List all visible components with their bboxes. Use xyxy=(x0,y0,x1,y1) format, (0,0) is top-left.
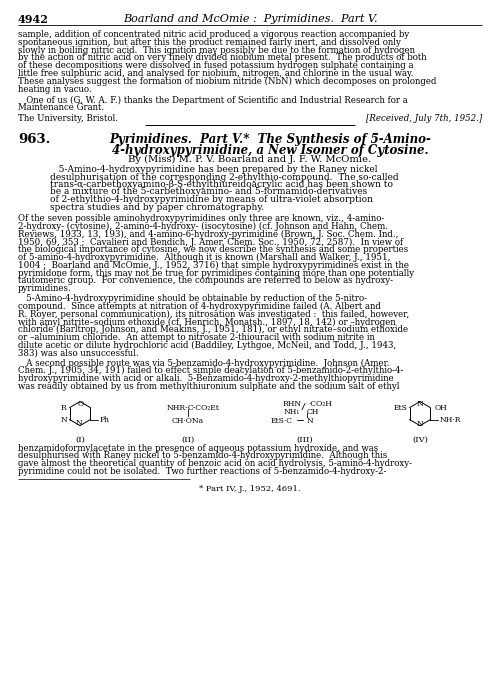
Text: hydroxypyrimidine with acid or alkali.  5-Benzamido-4-hydroxy-2-methylthiopyrimi: hydroxypyrimidine with acid or alkali. 5… xyxy=(18,374,394,383)
Text: R: R xyxy=(61,403,66,411)
Text: N: N xyxy=(416,400,424,407)
Text: benzamidoformylacetate in the presence of aqueous potassium hydroxide, and was: benzamidoformylacetate in the presence o… xyxy=(18,443,378,453)
Text: gave almost the theoretical quantity of benzoic acid on acid hydrolysis, 5-amino: gave almost the theoretical quantity of … xyxy=(18,459,412,469)
Text: (IV): (IV) xyxy=(412,436,428,443)
Text: by the action of nitric acid on very finely divided niobium metal present.  The : by the action of nitric acid on very fin… xyxy=(18,54,426,62)
Text: The University, Bristol.: The University, Bristol. xyxy=(18,114,118,123)
Text: By (Miss) M. P. V. Boarland and J. F. W. McOmie.: By (Miss) M. P. V. Boarland and J. F. W.… xyxy=(128,155,372,164)
Text: with amyl nitrite–sodium ethoxide (cf. Henrich, Monatsh., 1897, 18, 142) or –hyd: with amyl nitrite–sodium ethoxide (cf. H… xyxy=(18,317,396,327)
Text: chloride (Barltrop, Johnson, and Meakins, J., 1951, 181), or ethyl nitrate–sodiu: chloride (Barltrop, Johnson, and Meakins… xyxy=(18,325,408,334)
Text: EtS: EtS xyxy=(394,403,407,411)
Text: RHN: RHN xyxy=(283,400,302,407)
Text: pyrimidines.: pyrimidines. xyxy=(18,285,72,293)
Text: A second possible route was via 5-benzamido-4-hydroxypyrimidine.  Johnson (Amer.: A second possible route was via 5-benzam… xyxy=(18,359,390,367)
Text: These analyses suggest the formation of niobium nitride (NbN) which decomposes o: These analyses suggest the formation of … xyxy=(18,77,436,86)
Text: spectra studies and by paper chromatography.: spectra studies and by paper chromatogra… xyxy=(50,202,264,211)
Text: the biological importance of cytosine, we now describe the synthesis and some pr: the biological importance of cytosine, w… xyxy=(18,245,408,254)
Text: trans-α-carbethoxyamino-β-S-ethylthiureidoacrylic acid has been shown to: trans-α-carbethoxyamino-β-S-ethylthiurei… xyxy=(50,180,393,189)
Text: * Part IV, J., 1952, 4691.: * Part IV, J., 1952, 4691. xyxy=(199,485,301,493)
Text: 383) was also unsuccessful.: 383) was also unsuccessful. xyxy=(18,348,138,358)
Text: Ph: Ph xyxy=(100,416,110,424)
Text: O: O xyxy=(78,400,84,407)
Text: dilute acetic or dilute hydrochloric acid (Baddiley, Lythgoe, McNeil, and Todd, : dilute acetic or dilute hydrochloric aci… xyxy=(18,341,396,350)
Text: or –aluminium chloride.  An attempt to nitrosate 2-thiouracil with sodium nitrit: or –aluminium chloride. An attempt to ni… xyxy=(18,333,375,342)
Text: Pyrimidines.  Part V.*  The Synthesis of 5-Amino-: Pyrimidines. Part V.* The Synthesis of 5… xyxy=(109,133,431,146)
Text: Reviews, 1933, 13, 193), and 4-amino-6-hydroxy-pyrimidine (Brown, J. Soc. Chem. : Reviews, 1933, 13, 193), and 4-amino-6-h… xyxy=(18,230,398,239)
Text: NHR-: NHR- xyxy=(166,403,188,411)
Text: 4942: 4942 xyxy=(18,14,49,25)
Text: slowly in boiling nitric acid.  This ignition may possibly be due to the formati: slowly in boiling nitric acid. This igni… xyxy=(18,45,415,54)
Text: Maintenance Grant.: Maintenance Grant. xyxy=(18,103,104,112)
Text: pyrimidone form, this may not be true for pyrimidines containing more than one p: pyrimidone form, this may not be true fo… xyxy=(18,269,414,278)
Text: 2-hydroxy- (cytosine), 2-amino-4-hydroxy- (isocytosine) (cf. Johnson and Hahn, C: 2-hydroxy- (cytosine), 2-amino-4-hydroxy… xyxy=(18,222,388,231)
Text: Chem. J., 1905, 34, 191) failed to effect simple deacylation of 5-benzamido-2-et: Chem. J., 1905, 34, 191) failed to effec… xyxy=(18,366,404,375)
Text: heating in vacuo.: heating in vacuo. xyxy=(18,85,92,94)
Text: NH₁: NH₁ xyxy=(284,407,300,416)
Text: of 2-ethylthio-4-hydroxypyrimidine by means of ultra-violet absorption: of 2-ethylthio-4-hydroxypyrimidine by me… xyxy=(50,195,373,204)
Text: CH·ONa: CH·ONa xyxy=(172,417,204,424)
Text: of 5-amino-4-hydroxypyrimidine.  Although it is known (Marshall and Walker, J., : of 5-amino-4-hydroxypyrimidine. Although… xyxy=(18,253,390,262)
Text: 4-hydroxypyrimidine, a New Isomer of Cytosine.: 4-hydroxypyrimidine, a New Isomer of Cyt… xyxy=(112,144,428,157)
Text: tautomeric group.  For convenience, the compounds are referred to below as hydro: tautomeric group. For convenience, the c… xyxy=(18,276,393,285)
Text: N: N xyxy=(307,417,314,424)
Text: little free sulphuric acid, and analysed for niobium, nitrogen, and chlorine in : little free sulphuric acid, and analysed… xyxy=(18,69,413,78)
Text: 1004 ;  Boarland and McOmie, J., 1952, 3716) that simple hydroxypyrimidines exis: 1004 ; Boarland and McOmie, J., 1952, 37… xyxy=(18,261,409,270)
Text: 963.: 963. xyxy=(18,133,50,146)
Text: NH·R: NH·R xyxy=(440,416,461,424)
Text: ·CO₂H: ·CO₂H xyxy=(308,400,332,407)
Text: (I): (I) xyxy=(75,436,85,443)
Text: Of the seven possible aminohydroxypyrimidines only three are known, viz., 4-amin: Of the seven possible aminohydroxypyrimi… xyxy=(18,214,384,223)
Text: N: N xyxy=(76,418,82,426)
Text: EtS·C: EtS·C xyxy=(271,417,293,424)
Text: R. Royer, personal communication), its nitrosation was investigated :  this fail: R. Royer, personal communication), its n… xyxy=(18,310,409,318)
Text: of these decompositions were dissolved in fused potassium hydrogen sulphate cont: of these decompositions were dissolved i… xyxy=(18,61,413,70)
Text: [Received, July 7th, 1952.]: [Received, July 7th, 1952.] xyxy=(366,114,482,123)
Text: One of us (G. W. A. F.) thanks the Department of Scientific and Industrial Resea: One of us (G. W. A. F.) thanks the Depar… xyxy=(18,96,408,105)
Text: sample, addition of concentrated nitric acid produced a vigorous reaction accomp: sample, addition of concentrated nitric … xyxy=(18,30,409,39)
Text: 5-Amino-4-hydroxypyrimidine has been prepared by the Raney nickel: 5-Amino-4-hydroxypyrimidine has been pre… xyxy=(50,165,378,174)
Text: be a mixture of the 5-carbethoxyamino- and 5-formamido-derivatives: be a mixture of the 5-carbethoxyamino- a… xyxy=(50,187,367,196)
Text: pyrimidine could not be isolated.  Two further reactions of 5-benzamido-4-hydrox: pyrimidine could not be isolated. Two fu… xyxy=(18,467,386,476)
Text: OH: OH xyxy=(434,403,447,411)
Text: (III): (III) xyxy=(296,436,314,443)
Text: spontaneous ignition, but after this the product remained fairly inert, and diss: spontaneous ignition, but after this the… xyxy=(18,38,401,47)
Text: desulphurised with Raney nickel to 5-benzamido-4-hydroxypyrimidine.  Although th: desulphurised with Raney nickel to 5-ben… xyxy=(18,452,387,460)
Text: compound.  Since attempts at nitration of 4-hydroxypyrimidine failed (A. Albert : compound. Since attempts at nitration of… xyxy=(18,301,381,311)
Text: desulphurisation of the corresponding 2-ethylthio-compound.  The so-called: desulphurisation of the corresponding 2-… xyxy=(50,172,399,181)
Text: N: N xyxy=(416,420,424,428)
Text: C-CO₂Et: C-CO₂Et xyxy=(188,403,220,411)
Text: was readily obtained by us from methylthiuronium sulphate and the sodium salt of: was readily obtained by us from methylth… xyxy=(18,382,400,391)
Text: (II): (II) xyxy=(182,436,194,443)
Text: N: N xyxy=(61,416,68,424)
Text: CH: CH xyxy=(307,407,320,416)
Text: 1950, 69, 353 ;  Cavalieri and Bendich, J. Amer. Chem. Soc., 1950, 72, 2587).  I: 1950, 69, 353 ; Cavalieri and Bendich, J… xyxy=(18,238,403,246)
Text: Boarland and McOmie :  Pyrimidines.  Part V.: Boarland and McOmie : Pyrimidines. Part … xyxy=(123,14,378,24)
Text: 5-Amino-4-hydroxypyrimidine should be obtainable by reduction of the 5-nitro-: 5-Amino-4-hydroxypyrimidine should be ob… xyxy=(18,294,367,303)
